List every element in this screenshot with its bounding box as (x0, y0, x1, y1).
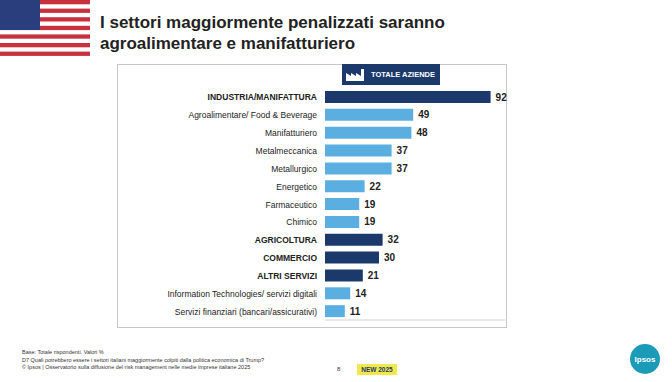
svg-text:14: 14 (355, 288, 367, 299)
html-text:I settori maggiormente penaliz: I settori maggiormente penalizzati saran… (100, 13, 445, 53)
svg-text:48: 48 (416, 127, 428, 138)
svg-text:COMMERCIO: COMMERCIO (263, 253, 317, 263)
html-text:NEW 2025: NEW 2025 (361, 366, 393, 373)
svg-text:Servizi finanziari (bancari/as: Servizi finanziari (bancari/assicurativi… (175, 307, 317, 317)
svg-text:22: 22 (370, 181, 382, 192)
svg-text:19: 19 (364, 216, 376, 227)
svg-text:11: 11 (350, 306, 361, 317)
svg-text:49: 49 (418, 109, 430, 120)
svg-text:Information Technologies/ serv: Information Technologies/ servizi digita… (167, 289, 317, 299)
svg-text:Farmaceutico: Farmaceutico (266, 200, 318, 210)
svg-text:AGRICOLTURA: AGRICOLTURA (255, 235, 317, 245)
svg-text:32: 32 (388, 234, 400, 245)
svg-text:19: 19 (364, 199, 376, 210)
html-text:© Ipsos | Osservatorio sulla d: © Ipsos | Osservatorio sulla diffusione … (22, 364, 251, 370)
svg-text:37: 37 (397, 163, 409, 174)
svg-text:Agroalimentare/ Food & Beverag: Agroalimentare/ Food & Beverage (188, 110, 317, 120)
svg-text:21: 21 (368, 270, 380, 281)
html-text:TOTALE AZIENDE: TOTALE AZIENDE (371, 70, 435, 79)
svg-text:37: 37 (397, 145, 409, 156)
svg-text:Energetico: Energetico (276, 182, 317, 192)
html-text:Ipsos: Ipsos (634, 354, 656, 364)
svg-text:Chimico: Chimico (286, 217, 317, 227)
svg-text:30: 30 (384, 252, 396, 263)
html-text:Base: Totale rispondenti. Valo: Base: Totale rispondenti. Valori % (22, 349, 104, 355)
svg-text:INDUSTRIA/MANIFATTURA: INDUSTRIA/MANIFATTURA (208, 92, 317, 102)
html-text:8: 8 (337, 366, 341, 372)
svg-text:Metalmeccanica: Metalmeccanica (256, 146, 318, 156)
html-text:D7 Quali potrebbero essere i s: D7 Quali potrebbero essere i settori ita… (22, 356, 265, 363)
svg-text:Manifatturiero: Manifatturiero (265, 128, 317, 138)
svg-text:92: 92 (496, 92, 508, 103)
svg-text:Metallurgico: Metallurgico (271, 164, 317, 174)
svg-text:ALTRI SERVIZI: ALTRI SERVIZI (257, 271, 317, 281)
